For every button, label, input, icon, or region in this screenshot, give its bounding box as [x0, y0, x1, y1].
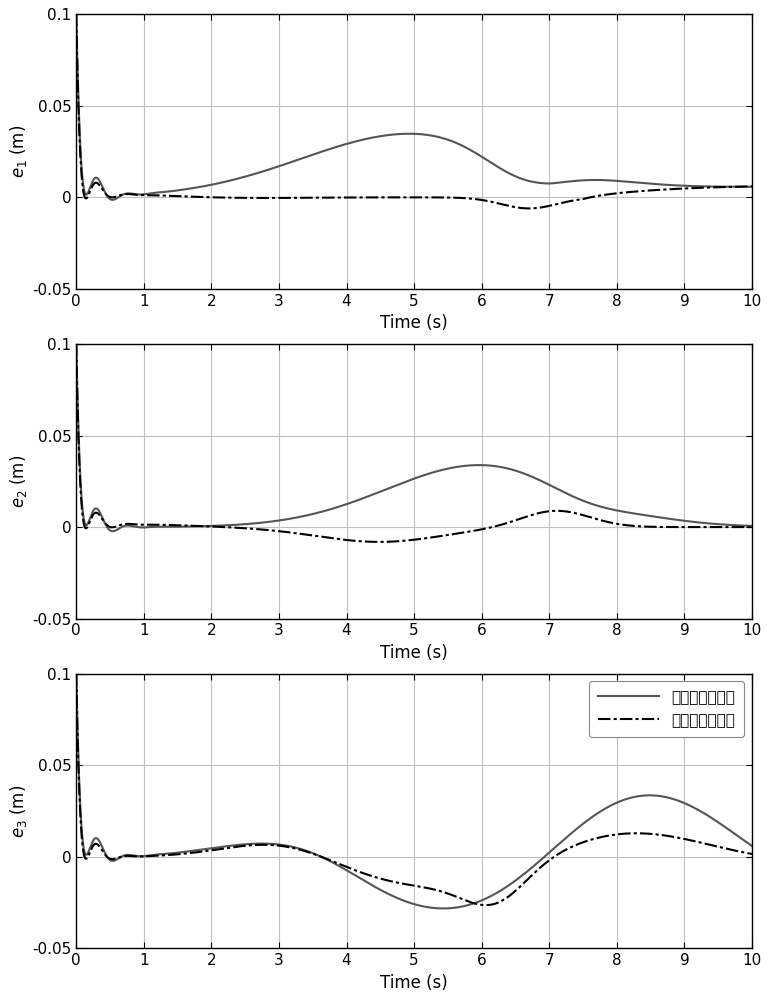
X-axis label: Time (s): Time (s)	[380, 974, 448, 992]
X-axis label: Time (s): Time (s)	[380, 314, 448, 332]
X-axis label: Time (s): Time (s)	[380, 644, 448, 662]
Y-axis label: $e_1$ (m): $e_1$ (m)	[8, 125, 29, 178]
Legend: 算法实施前误差, 算法实施后误差: 算法实施前误差, 算法实施后误差	[589, 681, 745, 737]
Y-axis label: $e_3$ (m): $e_3$ (m)	[8, 784, 29, 838]
Y-axis label: $e_2$ (m): $e_2$ (m)	[8, 455, 29, 508]
